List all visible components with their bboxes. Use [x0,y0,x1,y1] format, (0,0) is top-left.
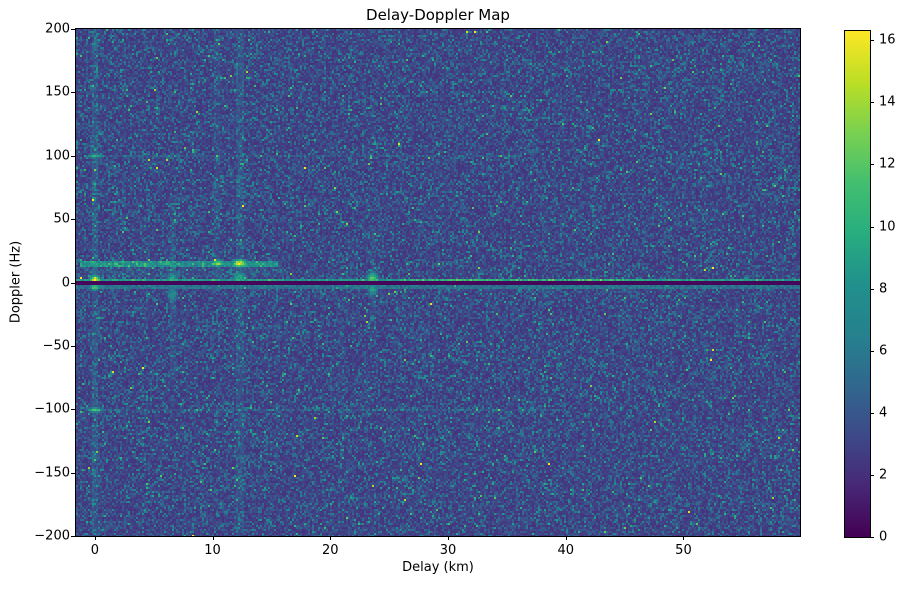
x-tick-label: 30 [439,543,457,558]
y-tick-label: 100 [45,148,70,164]
y-tick-mark [71,472,75,474]
y-tick-mark [71,345,75,347]
colorbar-tick-label: 6 [879,343,888,359]
x-tick-mark [448,536,449,540]
y-tick-mark [71,219,75,221]
colorbar-tick-mark [870,40,874,42]
y-tick-mark [71,409,75,411]
heatmap-canvas [76,29,800,536]
colorbar-tick-mark [870,474,874,476]
colorbar-tick-label: 14 [879,94,896,110]
y-tick-label: −50 [42,338,70,354]
chart-title: Delay-Doppler Map [366,6,510,24]
colorbar-tick-label: 16 [879,32,896,48]
y-tick-label: 200 [45,21,70,37]
colorbar-tick-mark [870,350,874,352]
y-tick-label: 150 [45,84,70,100]
y-axis-label: Doppler (Hz) [8,240,24,324]
x-tick-label: 10 [204,543,221,558]
y-tick-mark [71,536,75,537]
y-tick-label: 0 [61,275,70,290]
colorbar-border [844,30,871,538]
colorbar-tick-label: 12 [879,156,896,172]
x-tick-label: 40 [557,543,574,558]
x-tick-mark [212,536,214,540]
y-tick-label: −150 [34,465,70,481]
y-tick-mark [71,92,75,94]
colorbar-tick-label: 4 [879,405,888,421]
x-tick-mark [683,536,685,540]
colorbar-tick-mark [870,288,874,290]
y-tick-label: −100 [34,401,70,417]
colorbar-tick-label: 10 [879,219,896,235]
colorbar-tick-mark [870,412,874,414]
x-tick-mark [94,536,96,540]
x-tick-label: 50 [675,543,692,558]
colorbar-tick-label: 8 [879,281,888,297]
y-tick-label: −200 [34,528,70,544]
x-tick-mark [565,536,567,540]
y-tick-mark [71,282,75,284]
x-tick-mark [330,536,332,540]
colorbar-tick-label: 2 [879,467,888,483]
colorbar-tick-mark [870,102,874,104]
x-tick-label: 0 [90,543,99,558]
x-axis-label: Delay (km) [402,560,474,575]
y-tick-label: 50 [53,211,70,227]
colorbar-canvas [845,31,870,537]
colorbar-tick-mark [870,537,874,538]
axes-border [75,28,801,537]
y-tick-mark [71,29,75,30]
colorbar-tick-label: 0 [879,529,888,545]
y-tick-mark [71,155,75,157]
x-tick-label: 20 [322,543,339,558]
colorbar-tick-mark [870,164,874,166]
colorbar-tick-mark [870,226,874,228]
